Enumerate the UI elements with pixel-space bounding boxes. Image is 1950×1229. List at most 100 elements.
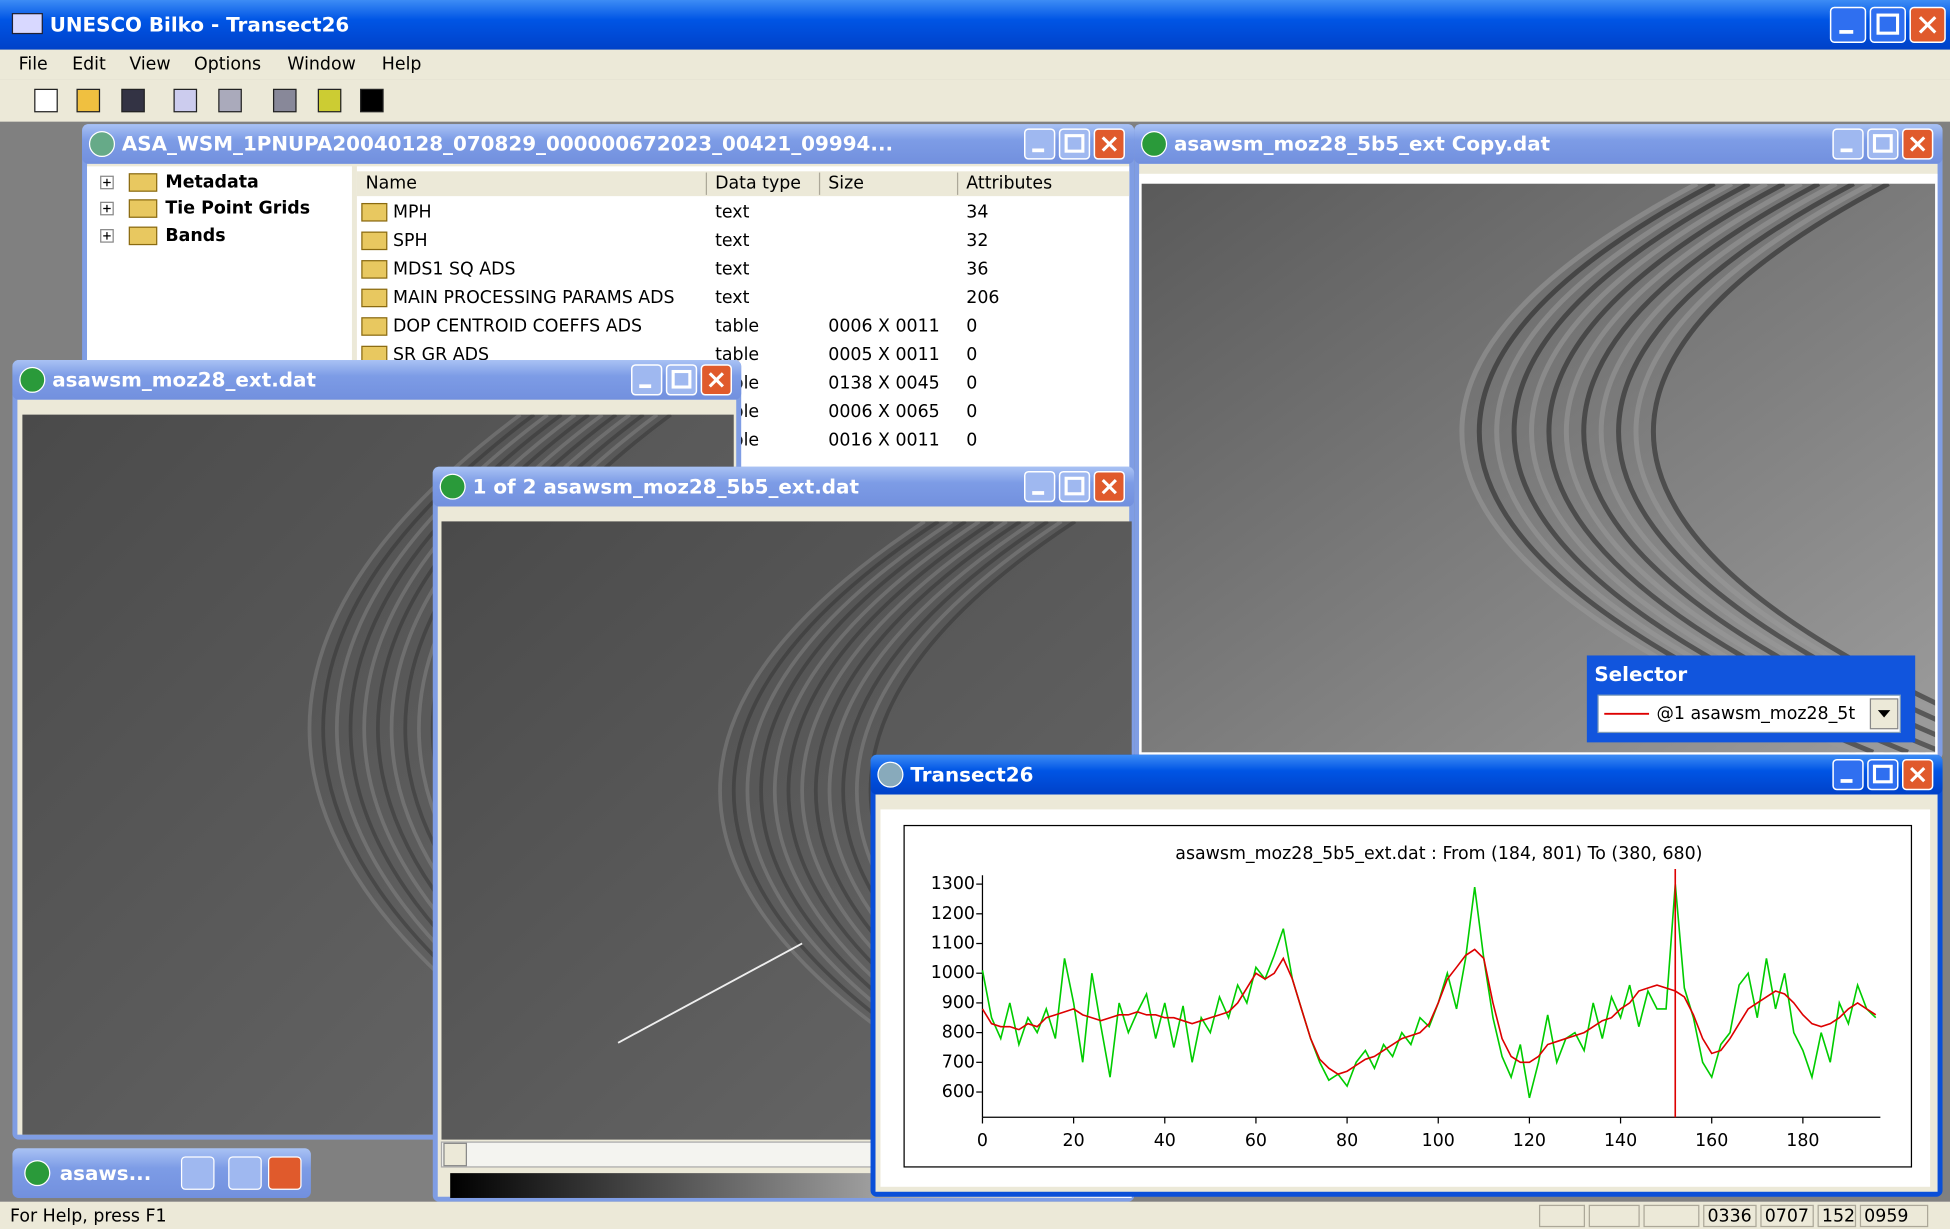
row-name: MDS1 SQ ADS — [393, 259, 516, 279]
column-header[interactable]: Name — [366, 174, 417, 194]
row-size: 0138 X 0045 — [828, 374, 939, 394]
window-icon — [878, 762, 903, 787]
toolbar-icon — [77, 89, 99, 111]
maximize-button[interactable] — [1868, 129, 1898, 159]
window-icon — [20, 367, 45, 392]
toolbar-button[interactable] — [77, 89, 99, 111]
minimize-glyph — [1032, 148, 1044, 152]
y-tick-label: 600 — [942, 1082, 975, 1102]
toolbar-button[interactable] — [361, 89, 383, 111]
chart-title: asawsm_moz28_5b5_ext.dat : From (184, 80… — [1175, 844, 1702, 864]
window-icon — [440, 474, 465, 499]
row-name: SPH — [393, 231, 428, 251]
window-icon — [90, 132, 115, 157]
minimize-button[interactable] — [1025, 129, 1055, 159]
maximize-button[interactable] — [667, 365, 697, 395]
restore-button[interactable] — [182, 1157, 214, 1189]
folder-icon — [362, 318, 387, 335]
x-tick-label: 160 — [1695, 1131, 1728, 1151]
x-tick-label: 40 — [1154, 1131, 1176, 1151]
screen: UNESCO Bilko - Transect26File Edit View Opt… — [0, 0, 1950, 1229]
toolbar-icon — [174, 89, 196, 111]
folder-icon — [129, 200, 156, 217]
selector-title: Selector — [1594, 663, 1687, 686]
minimize-glyph — [639, 384, 651, 388]
row-attributes: 0 — [966, 402, 977, 422]
menu-item[interactable]: Options — [194, 55, 261, 75]
row-name: MPH — [393, 202, 432, 222]
minimize-button[interactable] — [1833, 129, 1863, 159]
y-tick-label: 800 — [942, 1023, 975, 1043]
toolbar-button[interactable] — [174, 89, 196, 111]
x-tick-label: 60 — [1245, 1131, 1267, 1151]
toolbar-icon — [219, 89, 241, 111]
maximize-button[interactable] — [1060, 472, 1090, 502]
maximize-button[interactable] — [1060, 129, 1090, 159]
scroll-left-button[interactable] — [444, 1143, 466, 1165]
window-icon — [25, 1161, 50, 1186]
row-type: table — [715, 317, 759, 337]
y-tick-label: 700 — [942, 1052, 975, 1072]
row-size: 0016 X 0011 — [828, 431, 939, 451]
column-header[interactable]: Size — [828, 174, 864, 194]
row-type: text — [715, 288, 750, 308]
row-attributes: 32 — [966, 231, 988, 251]
y-tick-label: 1000 — [931, 963, 975, 983]
toolbar-button[interactable] — [219, 89, 241, 111]
tree-item[interactable]: Tie Point Grids — [165, 199, 310, 219]
status-field: 152 — [1822, 1207, 1855, 1227]
minimize-glyph — [1032, 491, 1044, 495]
maximize-button[interactable] — [1870, 7, 1905, 42]
status-field: 0336 — [1707, 1207, 1751, 1227]
menu-item[interactable]: Window — [287, 55, 356, 75]
menu-item[interactable]: Help — [382, 55, 422, 75]
x-tick-label: 180 — [1786, 1131, 1819, 1151]
maximize-button[interactable] — [229, 1157, 261, 1189]
x-tick-label: 20 — [1063, 1131, 1085, 1151]
row-attributes: 34 — [966, 202, 988, 222]
row-size: 0006 X 0011 — [828, 317, 939, 337]
page: UNESCO Bilko - Transect26File Edit View Opt… — [0, 0, 1950, 1229]
menu-item[interactable]: File — [19, 55, 48, 75]
row-attributes: 0 — [966, 374, 977, 394]
close-button[interactable] — [269, 1157, 301, 1189]
toolbar-button[interactable] — [122, 89, 144, 111]
tree-item[interactable]: Bands — [165, 226, 225, 246]
folder-icon — [362, 204, 387, 221]
menu-item[interactable]: Edit — [72, 55, 106, 75]
window-title: asawsm_moz28_5b5_ext Copy.dat — [1174, 133, 1551, 156]
toolbar-button[interactable] — [35, 89, 57, 111]
menu-item[interactable]: View — [129, 55, 170, 75]
minimize-button[interactable] — [1025, 472, 1055, 502]
toolbar-icon — [318, 89, 340, 111]
row-size: 0005 X 0011 — [828, 345, 939, 365]
selector-item: @1 asawsm_moz28_5t — [1657, 704, 1856, 724]
y-tick-label: 1200 — [931, 904, 975, 924]
column-header[interactable]: Attributes — [966, 174, 1052, 194]
x-tick-label: 120 — [1513, 1131, 1546, 1151]
window-title: 1 of 2 asawsm_moz28_5b5_ext.dat — [473, 475, 860, 498]
row-size: 0006 X 0065 — [828, 402, 939, 422]
app-title: UNESCO Bilko - Transect26 — [50, 14, 350, 37]
y-tick-label: 900 — [942, 993, 975, 1013]
folder-icon — [129, 174, 156, 191]
window-title: Transect26 — [910, 763, 1033, 786]
maximize-button[interactable] — [1868, 760, 1898, 790]
toolbar-icon — [35, 89, 57, 111]
folder-icon — [129, 227, 156, 244]
x-tick-label: 0 — [977, 1131, 988, 1151]
toolbar-button[interactable] — [318, 89, 340, 111]
tree-item[interactable]: Metadata — [165, 172, 258, 192]
toolbar-button[interactable] — [274, 89, 296, 111]
row-type: text — [715, 202, 750, 222]
minimized-window — [12, 1148, 310, 1198]
minimize-button[interactable] — [632, 365, 662, 395]
column-header[interactable]: Data type — [715, 174, 801, 194]
x-tick-label: 80 — [1336, 1131, 1358, 1151]
x-tick-label: 100 — [1422, 1131, 1455, 1151]
minimize-button[interactable] — [1831, 7, 1866, 42]
minimize-glyph — [1839, 30, 1853, 34]
status-field: 0959 — [1864, 1207, 1908, 1227]
minimize-button[interactable] — [1833, 760, 1863, 790]
window-title: ASA_WSM_1PNUPA20040128_070829_0000006720… — [122, 133, 893, 156]
